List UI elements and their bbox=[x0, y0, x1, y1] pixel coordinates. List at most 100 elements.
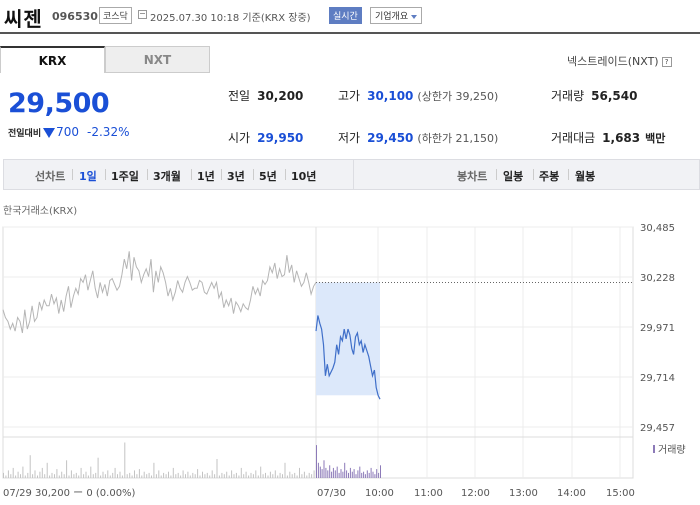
volume-bar-today bbox=[351, 471, 353, 478]
volume-bar-prev bbox=[269, 471, 271, 478]
candle-monthly[interactable]: 월봉 bbox=[575, 170, 596, 183]
volume-bar-today bbox=[336, 466, 338, 478]
volume-bar-prev bbox=[131, 475, 133, 478]
volume-bar-prev bbox=[260, 466, 262, 478]
volume-bar-prev bbox=[119, 471, 121, 478]
volume-bar-prev bbox=[267, 475, 269, 478]
volume-bar-prev bbox=[199, 475, 201, 478]
volume-bar-prev bbox=[155, 474, 157, 478]
period-1d[interactable]: 1일 bbox=[79, 170, 97, 183]
volume-bar-prev bbox=[301, 474, 303, 478]
realtime-badge[interactable]: 실시간 bbox=[329, 7, 362, 24]
volume-bar-today bbox=[340, 469, 342, 478]
exchange-tabs: KRX NXT bbox=[0, 46, 210, 73]
volume-bar-prev bbox=[243, 474, 245, 478]
volume-bar-prev bbox=[87, 475, 89, 478]
volume-bar-today bbox=[325, 467, 327, 478]
volume-bar-prev bbox=[66, 460, 68, 478]
volume-bar-prev bbox=[114, 467, 116, 478]
volume-bar-prev bbox=[265, 472, 266, 478]
period-3m[interactable]: 3개월 bbox=[153, 170, 181, 183]
volume-bar-prev bbox=[121, 475, 123, 478]
period-3y[interactable]: 3년 bbox=[227, 170, 245, 183]
volume-bar-prev bbox=[80, 467, 82, 478]
today-range-fill bbox=[316, 281, 633, 396]
volume-bar-prev bbox=[85, 471, 87, 478]
period-10y[interactable]: 10년 bbox=[291, 170, 317, 183]
company-info-dropdown[interactable]: 기업개요 bbox=[370, 7, 423, 24]
candle-daily[interactable]: 일봉 bbox=[503, 170, 524, 183]
tab-krx[interactable]: KRX bbox=[0, 46, 105, 73]
period-1y[interactable]: 1년 bbox=[197, 170, 215, 183]
nxt-trade-link[interactable]: 넥스트레이드(NXT)? bbox=[567, 53, 672, 69]
volume-bar-prev bbox=[257, 475, 259, 478]
volume-bar-today bbox=[368, 472, 370, 478]
volume-bar-prev bbox=[104, 474, 106, 478]
volume-bar-prev bbox=[124, 442, 126, 478]
candle-weekly[interactable]: 주봉 bbox=[539, 170, 560, 183]
volume-bar-prev bbox=[78, 475, 80, 478]
volume-bar-prev bbox=[32, 474, 34, 478]
volume-bar-prev bbox=[22, 466, 24, 478]
volume-bar-prev bbox=[146, 474, 148, 478]
period-1w[interactable]: 1주일 bbox=[111, 170, 139, 183]
volume-bar-prev bbox=[15, 475, 17, 478]
help-icon[interactable]: ? bbox=[661, 57, 672, 67]
volume-bar-prev bbox=[7, 470, 9, 478]
y-tick-label: 30,485 bbox=[640, 223, 675, 234]
company-info-label: 기업개요 bbox=[375, 12, 409, 22]
volume-bar-prev bbox=[202, 471, 203, 478]
volume-bar-prev bbox=[158, 470, 160, 478]
volume-bar-today bbox=[348, 472, 349, 478]
stock-name: 씨젠 bbox=[4, 7, 43, 31]
x-tick-label: 14:00 bbox=[557, 488, 586, 499]
y-tick-label: 29,457 bbox=[640, 423, 675, 434]
volume-bar-prev bbox=[182, 470, 184, 478]
volume-bar-prev bbox=[109, 475, 111, 478]
volume-bar-today bbox=[316, 445, 317, 478]
volume-bar-today bbox=[353, 469, 355, 478]
volume-bar-prev bbox=[223, 474, 225, 478]
period-5y[interactable]: 5년 bbox=[259, 170, 277, 183]
volume-bar-today bbox=[363, 471, 365, 478]
y-tick-label: 29,971 bbox=[640, 323, 675, 334]
x-tick-label: 15:00 bbox=[606, 488, 635, 499]
volume-bar-today bbox=[334, 470, 336, 478]
tab-nxt[interactable]: NXT bbox=[105, 46, 210, 73]
stat-low: 저가 29,450 (하한가 21,150) bbox=[338, 131, 499, 145]
volume-bar-prev bbox=[63, 474, 65, 478]
volume-bar-today bbox=[359, 466, 361, 478]
volume-bar-prev bbox=[177, 472, 179, 478]
volume-bar-prev bbox=[231, 470, 233, 478]
x-tick-label: 12:00 bbox=[461, 488, 490, 499]
volume-bar-prev bbox=[262, 474, 264, 478]
volume-bar-prev bbox=[160, 475, 162, 478]
stat-high: 고가 30,100 (상한가 39,250) bbox=[338, 89, 499, 103]
volume-bar-prev bbox=[34, 470, 36, 478]
volume-bar-today bbox=[380, 465, 381, 478]
volume-bar-prev bbox=[240, 467, 242, 478]
volume-bar-prev bbox=[49, 475, 51, 478]
volume-bar-prev bbox=[134, 470, 135, 478]
volume-bar-prev bbox=[303, 471, 305, 478]
volume-bar-today bbox=[370, 467, 372, 478]
volume-bar-prev bbox=[206, 472, 208, 478]
stat-amount: 거래대금 1,683 백만 bbox=[551, 131, 666, 145]
volume-bar-prev bbox=[192, 472, 194, 478]
volume-bar-prev bbox=[299, 467, 300, 478]
volume-bar-prev bbox=[12, 467, 14, 478]
stat-open: 시가 29,950 bbox=[228, 131, 304, 145]
volume-bar-prev bbox=[211, 470, 213, 478]
volume-bar-today bbox=[317, 462, 319, 478]
price-lines bbox=[2, 251, 381, 400]
volume-bar-prev bbox=[311, 474, 313, 478]
volume-bar-prev bbox=[102, 471, 104, 478]
volume-bar-prev bbox=[286, 475, 288, 478]
stock-code: 096530 bbox=[52, 10, 98, 23]
volume-bar-prev bbox=[194, 474, 196, 478]
volume-bar-prev bbox=[306, 475, 308, 478]
volume-bar-prev bbox=[279, 472, 281, 478]
volume-bar-prev bbox=[172, 467, 174, 478]
volume-bar-prev bbox=[221, 472, 223, 478]
